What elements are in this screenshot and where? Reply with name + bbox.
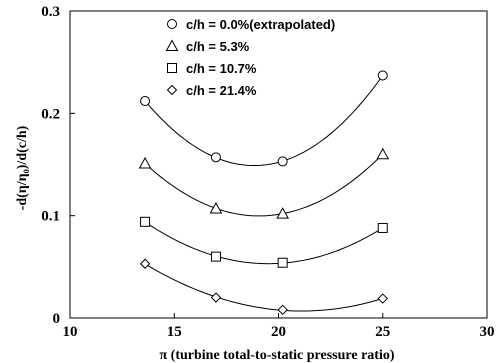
fit-curve-diamond [144,263,383,312]
fit-curve-triangle [144,153,384,217]
data-point-triangle [276,207,290,219]
y-axis-label: -d(η/η₀)/d(c/h) [15,125,30,210]
legend-entry: c/h = 10.7% [186,61,257,76]
data-point-circle [140,96,151,107]
data-markers [138,70,390,316]
x-tick-label: 20 [271,324,286,340]
data-point-circle [210,152,221,163]
legend-entry: c/h = 5.3% [186,39,250,54]
y-tick-label: 0.1 [41,209,60,225]
data-point-square [377,222,388,233]
x-axis-label: π (turbine total-to-static pressure rati… [160,348,395,363]
x-tick-label: 10 [63,324,78,340]
data-point-triangle [209,201,223,214]
axis-ticks [69,10,488,319]
data-point-diamond [377,293,388,304]
legend-marker-square [167,63,177,73]
data-point-diamond [210,292,222,303]
tick-labels: 10 15 20 25 30 0 0.1 0.2 0.3 [41,4,494,340]
plot-frame [69,10,488,319]
plot-border [69,10,488,319]
data-point-circle [277,156,288,167]
legend-marker-diamond [166,84,178,96]
data-point-triangle [138,156,152,169]
data-point-circle [377,70,388,81]
y-tick-label: 0.2 [41,106,60,122]
data-point-diamond [277,304,288,316]
y-tick-label: 0 [53,311,61,327]
legend-marker-circle [167,19,177,29]
y-tick-label: 0.3 [41,4,60,20]
data-point-triangle [376,147,390,160]
data-point-square [277,257,288,268]
fit-curves [144,75,384,312]
data-point-diamond [139,258,151,269]
legend: c/h = 0.0%(extrapolated) c/h = 5.3% c/h = … [165,17,335,98]
x-tick-label: 15 [167,324,182,340]
legend-marker-triangle [165,39,179,51]
x-tick-label: 25 [375,324,390,340]
fit-curve-square [144,221,384,265]
legend-entry: c/h = 21.4% [186,83,257,98]
fit-curve-circle [144,75,384,167]
x-tick-label: 30 [480,324,495,340]
legend-entry: c/h = 0.0%(extrapolated) [186,17,335,32]
data-point-square [140,216,151,227]
data-point-square [210,251,221,262]
